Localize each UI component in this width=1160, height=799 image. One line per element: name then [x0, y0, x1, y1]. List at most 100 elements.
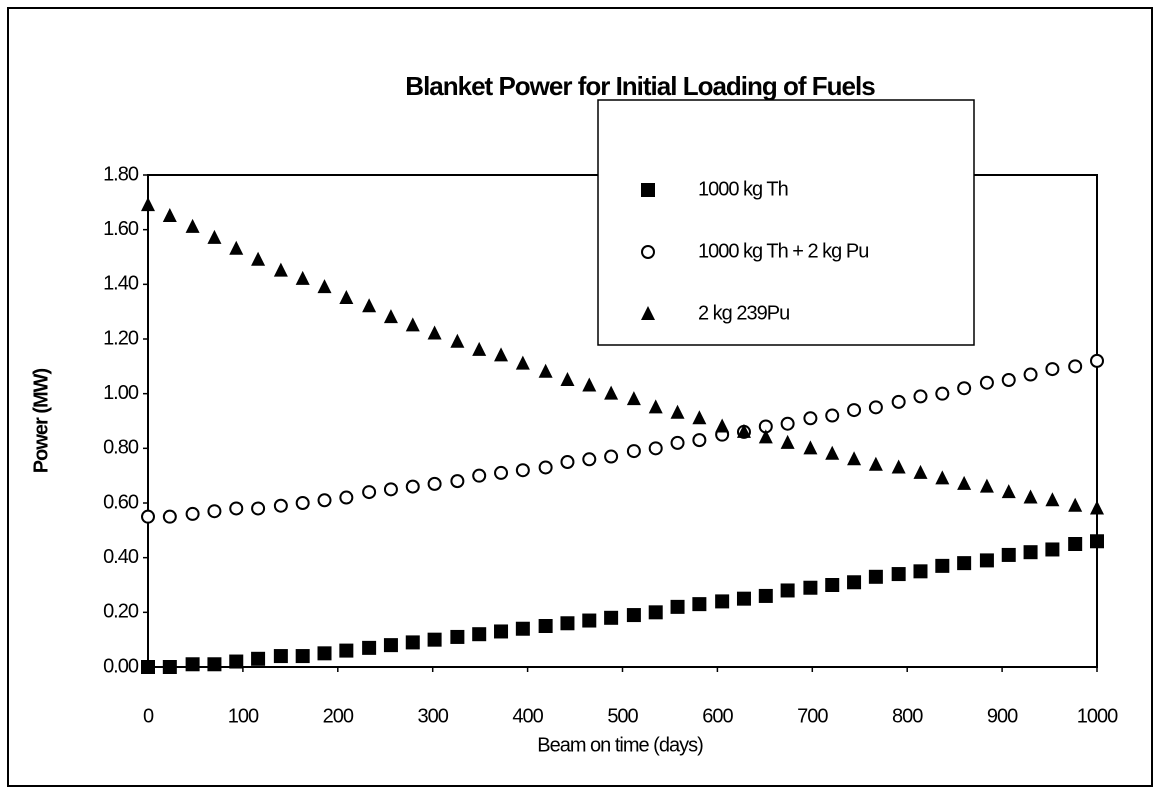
- triangle-marker: [957, 475, 972, 490]
- legend-label: 2 kg 239Pu: [698, 302, 789, 324]
- x-tick-label: 700: [797, 705, 828, 727]
- x-tick-label: 900: [987, 705, 1018, 727]
- x-axis-label: Beam on time (days): [537, 734, 703, 756]
- square-marker: [1023, 545, 1038, 560]
- triangle-marker: [317, 279, 332, 294]
- y-tick-label: 0.40: [103, 546, 139, 568]
- circle-marker: [847, 403, 862, 418]
- square-marker: [185, 657, 200, 672]
- square-marker: [317, 646, 332, 661]
- triangle-marker: [427, 325, 442, 340]
- circle-marker: [494, 465, 509, 480]
- circle-marker: [913, 389, 928, 404]
- square-marker: [979, 553, 994, 568]
- square-marker: [560, 616, 575, 631]
- circle-marker: [295, 496, 310, 510]
- square-marker: [648, 605, 663, 620]
- triangle-marker: [670, 404, 685, 419]
- y-tick-label: 1.80: [103, 163, 139, 185]
- triangle-marker: [515, 355, 530, 370]
- square-marker: [670, 599, 685, 614]
- y-tick-label: 1.40: [103, 273, 139, 295]
- triangle-marker: [847, 451, 862, 466]
- y-tick-label: 0.60: [103, 491, 139, 513]
- square-marker: [538, 619, 553, 633]
- circle-marker: [560, 455, 575, 469]
- triangle-marker: [780, 434, 795, 449]
- square-marker: [582, 613, 597, 628]
- circle-marker: [891, 394, 906, 409]
- circle-marker: [780, 416, 795, 431]
- circle-marker: [1001, 373, 1016, 387]
- y-tick-label: 0.20: [103, 601, 139, 623]
- triangle-marker: [560, 372, 575, 386]
- x-tick-label: 600: [702, 705, 733, 727]
- triangle-marker: [979, 478, 994, 493]
- circle-marker: [626, 444, 641, 459]
- circle-marker: [1090, 353, 1104, 368]
- circle-marker: [1045, 362, 1060, 377]
- triangle-marker: [185, 218, 200, 233]
- square-marker: [405, 635, 420, 650]
- y-tick-label: 1.20: [103, 327, 139, 349]
- triangle-marker: [1068, 497, 1083, 512]
- triangle-marker: [251, 251, 266, 266]
- circle-marker: [339, 490, 354, 505]
- triangle-marker: [141, 197, 155, 212]
- y-tick-label: 1.60: [103, 218, 139, 240]
- square-marker: [472, 627, 487, 642]
- circle-marker: [273, 498, 288, 513]
- triangle-marker: [450, 333, 465, 348]
- triangle-marker: [339, 290, 354, 304]
- square-marker: [641, 183, 655, 197]
- y-axis-label: Power (MW): [30, 368, 52, 473]
- square-marker: [162, 660, 177, 674]
- square-marker: [427, 632, 442, 647]
- x-tick-label: 500: [607, 705, 638, 727]
- circle-marker: [362, 485, 377, 500]
- square-marker: [1045, 542, 1060, 557]
- triangle-marker: [229, 240, 244, 255]
- triangle-marker: [1001, 484, 1016, 499]
- triangle-marker: [825, 445, 840, 460]
- triangle-marker: [913, 464, 928, 479]
- circle-marker: [515, 463, 530, 478]
- circle-marker: [604, 449, 619, 464]
- x-tick-label: 300: [418, 705, 449, 727]
- x-tick-label: 200: [323, 705, 354, 727]
- circle-marker: [207, 504, 222, 519]
- circle-marker: [641, 245, 655, 259]
- legend-label: 1000 kg Th: [698, 178, 788, 200]
- x-tick-label: 800: [892, 705, 923, 727]
- square-marker: [515, 621, 530, 636]
- square-marker: [736, 591, 751, 606]
- x-tick-label: 0: [143, 705, 154, 727]
- square-marker: [758, 588, 773, 603]
- triangle-marker: [295, 270, 310, 285]
- square-marker: [825, 578, 840, 592]
- square-marker: [604, 610, 619, 625]
- triangle-marker: [207, 229, 222, 244]
- chart-title: Blanket Power for Initial Loading of Fue…: [405, 71, 875, 101]
- square-marker: [692, 597, 707, 612]
- triangle-marker: [715, 418, 730, 433]
- square-marker: [141, 660, 155, 674]
- square-marker: [847, 575, 862, 590]
- x-tick-label: 1000: [1077, 705, 1118, 727]
- circle-marker: [185, 506, 200, 521]
- triangle-marker: [626, 391, 641, 406]
- square-marker: [494, 624, 509, 639]
- legend-label: 1000 kg Th + 2 kg Pu: [698, 240, 868, 262]
- square-marker: [295, 649, 310, 664]
- square-marker: [957, 556, 972, 571]
- square-marker: [1068, 537, 1083, 551]
- chart-frame: [7, 7, 1153, 787]
- triangle-marker: [736, 423, 751, 438]
- square-marker: [450, 629, 465, 644]
- triangle-marker: [383, 309, 398, 324]
- square-marker: [339, 643, 354, 658]
- circle-marker: [450, 474, 465, 489]
- circle-marker: [825, 408, 840, 423]
- x-tick-label: 400: [512, 705, 543, 727]
- circle-marker: [405, 479, 420, 494]
